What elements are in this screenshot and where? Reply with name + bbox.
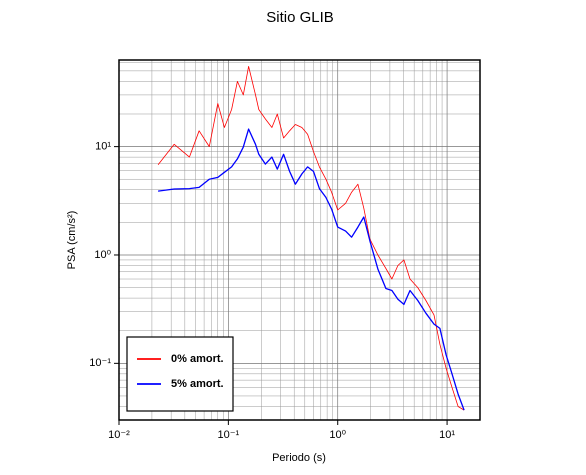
x-axis-label: Periodo (s)	[272, 452, 326, 464]
y-tick-label: 10⁰	[94, 249, 111, 261]
y-tick-label: 10⁻¹	[89, 357, 111, 369]
x-tick-label: 10⁻²	[108, 429, 130, 441]
y-tick-label: 10¹	[95, 141, 111, 153]
x-tick-label: 10¹	[439, 429, 455, 441]
line-series	[158, 128, 465, 411]
x-tick-label: 10⁻¹	[218, 429, 240, 441]
y-axis-label: PSA (cm/s²)	[66, 211, 78, 270]
legend-label: 0% amort.	[171, 353, 224, 365]
x-tick-label: 10⁰	[329, 429, 346, 441]
line-series	[157, 66, 465, 411]
legend-label: 5% amort.	[171, 378, 224, 390]
plot-frame	[118, 59, 481, 421]
legend-box	[126, 336, 234, 412]
chart-title: Sitio GLIB	[266, 9, 334, 26]
